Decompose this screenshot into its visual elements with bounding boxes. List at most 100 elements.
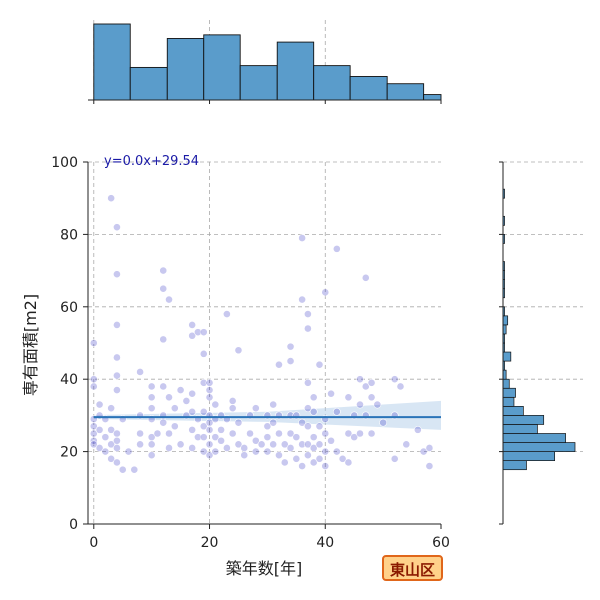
scatter-point: [118, 465, 127, 474]
scatter-point: [286, 444, 295, 452]
scatter-point: [222, 310, 231, 318]
scatter-point: [344, 458, 353, 467]
scatter-point: [234, 346, 243, 355]
scatter-point: [286, 357, 295, 365]
y-hist-bar: [502, 351, 512, 362]
scatter-point: [367, 429, 376, 438]
y-axis-label: 専有面積[m2]: [21, 294, 40, 396]
scatter-point: [298, 295, 307, 304]
y-hist-bar: [502, 406, 524, 416]
scatter-point: [332, 407, 341, 416]
scatter-point: [356, 400, 364, 409]
scatter-point: [280, 458, 289, 467]
x-hist-bar: [313, 65, 351, 101]
scatter-point: [188, 407, 197, 416]
scatter-point: [199, 378, 208, 387]
scatter-point: [367, 393, 376, 402]
scatter-point: [269, 418, 278, 427]
scatter-point: [130, 465, 139, 474]
scatter-point: [113, 270, 121, 279]
scatter-point: [338, 454, 347, 463]
regression-confidence-band: [93, 400, 441, 430]
scatter-point: [309, 444, 318, 452]
scatter-point: [107, 454, 116, 463]
scatter-point: [327, 436, 335, 445]
scatter-point: [361, 273, 370, 282]
scatter-point: [228, 429, 237, 438]
scatter-point: [136, 440, 144, 449]
scatter-point: [89, 375, 98, 384]
x-hist-bar: [93, 23, 131, 101]
scatter-point: [107, 404, 116, 413]
scatter-point: [89, 440, 98, 449]
scatter-point: [275, 360, 283, 369]
scatter-point: [425, 462, 434, 470]
scatter-point: [107, 440, 116, 449]
scatter-point: [379, 418, 388, 427]
scatter-point: [228, 404, 237, 413]
scatter-point: [304, 440, 312, 449]
x-hist-bar: [166, 38, 205, 101]
scatter-point: [199, 422, 208, 431]
scatter-point: [419, 447, 428, 456]
y-hist-bar: [502, 424, 538, 434]
scatter-point: [89, 382, 98, 391]
scatter-point: [199, 407, 208, 416]
scatter-point: [199, 349, 208, 358]
y-hist-bar: [502, 378, 510, 389]
scatter-point: [251, 447, 260, 456]
scatter-point: [321, 429, 330, 438]
scatter-point: [222, 444, 231, 452]
scatter-point: [165, 429, 173, 438]
y-tick-label: 0: [69, 517, 78, 533]
scatter-point: [309, 407, 318, 416]
scatter-point: [113, 320, 121, 329]
scatter-point: [292, 433, 301, 442]
scatter-point: [309, 458, 318, 467]
scatter-point: [413, 425, 422, 434]
scatter-point: [113, 386, 121, 394]
scatter-point: [217, 425, 225, 434]
scatter-point: [113, 444, 121, 452]
scatter-point: [390, 454, 399, 463]
scatter-point: [153, 429, 162, 438]
scatter-point: [159, 284, 168, 293]
y-hist-bar: [502, 460, 527, 471]
scatter-point: [315, 360, 324, 369]
scatter-point: [188, 389, 197, 398]
scatter-point: [356, 375, 364, 384]
scatter-point: [147, 393, 156, 402]
scatter-point: [280, 440, 289, 449]
x-hist-bar: [276, 41, 315, 101]
scatter-point: [217, 436, 225, 445]
scatter-point: [194, 328, 202, 337]
scatter-point: [240, 444, 249, 452]
scatter-point: [315, 422, 324, 431]
y-tick-label: 80: [60, 227, 78, 243]
scatter-point: [344, 393, 353, 402]
scatter-point: [269, 400, 278, 409]
y-hist-bar: [502, 396, 515, 407]
right-marginal-histogram: [499, 161, 576, 525]
scatter-point: [304, 310, 312, 318]
y-hist-bar: [502, 415, 545, 425]
scatter-point: [321, 447, 330, 456]
scatter-point: [396, 382, 405, 391]
y-hist-bar: [502, 315, 509, 326]
scatter-point: [332, 244, 341, 253]
x-hist-bar: [203, 34, 241, 101]
regression-equation-label: y=0.0x+29.54: [104, 154, 199, 169]
y-hist-bar: [502, 433, 566, 443]
scatter-point: [304, 404, 312, 413]
scatter-point: [263, 433, 272, 442]
scatter-point: [211, 447, 220, 456]
scatter-axes: [83, 161, 442, 529]
scatter-point: [211, 400, 220, 409]
confidence-band-layer: [93, 400, 441, 430]
scatter-point: [194, 433, 202, 442]
y-tick-label: 20: [60, 445, 78, 461]
x-axis-label: 築年数[年]: [226, 559, 303, 578]
scatter-point: [205, 378, 214, 387]
scatter-point: [159, 266, 168, 275]
